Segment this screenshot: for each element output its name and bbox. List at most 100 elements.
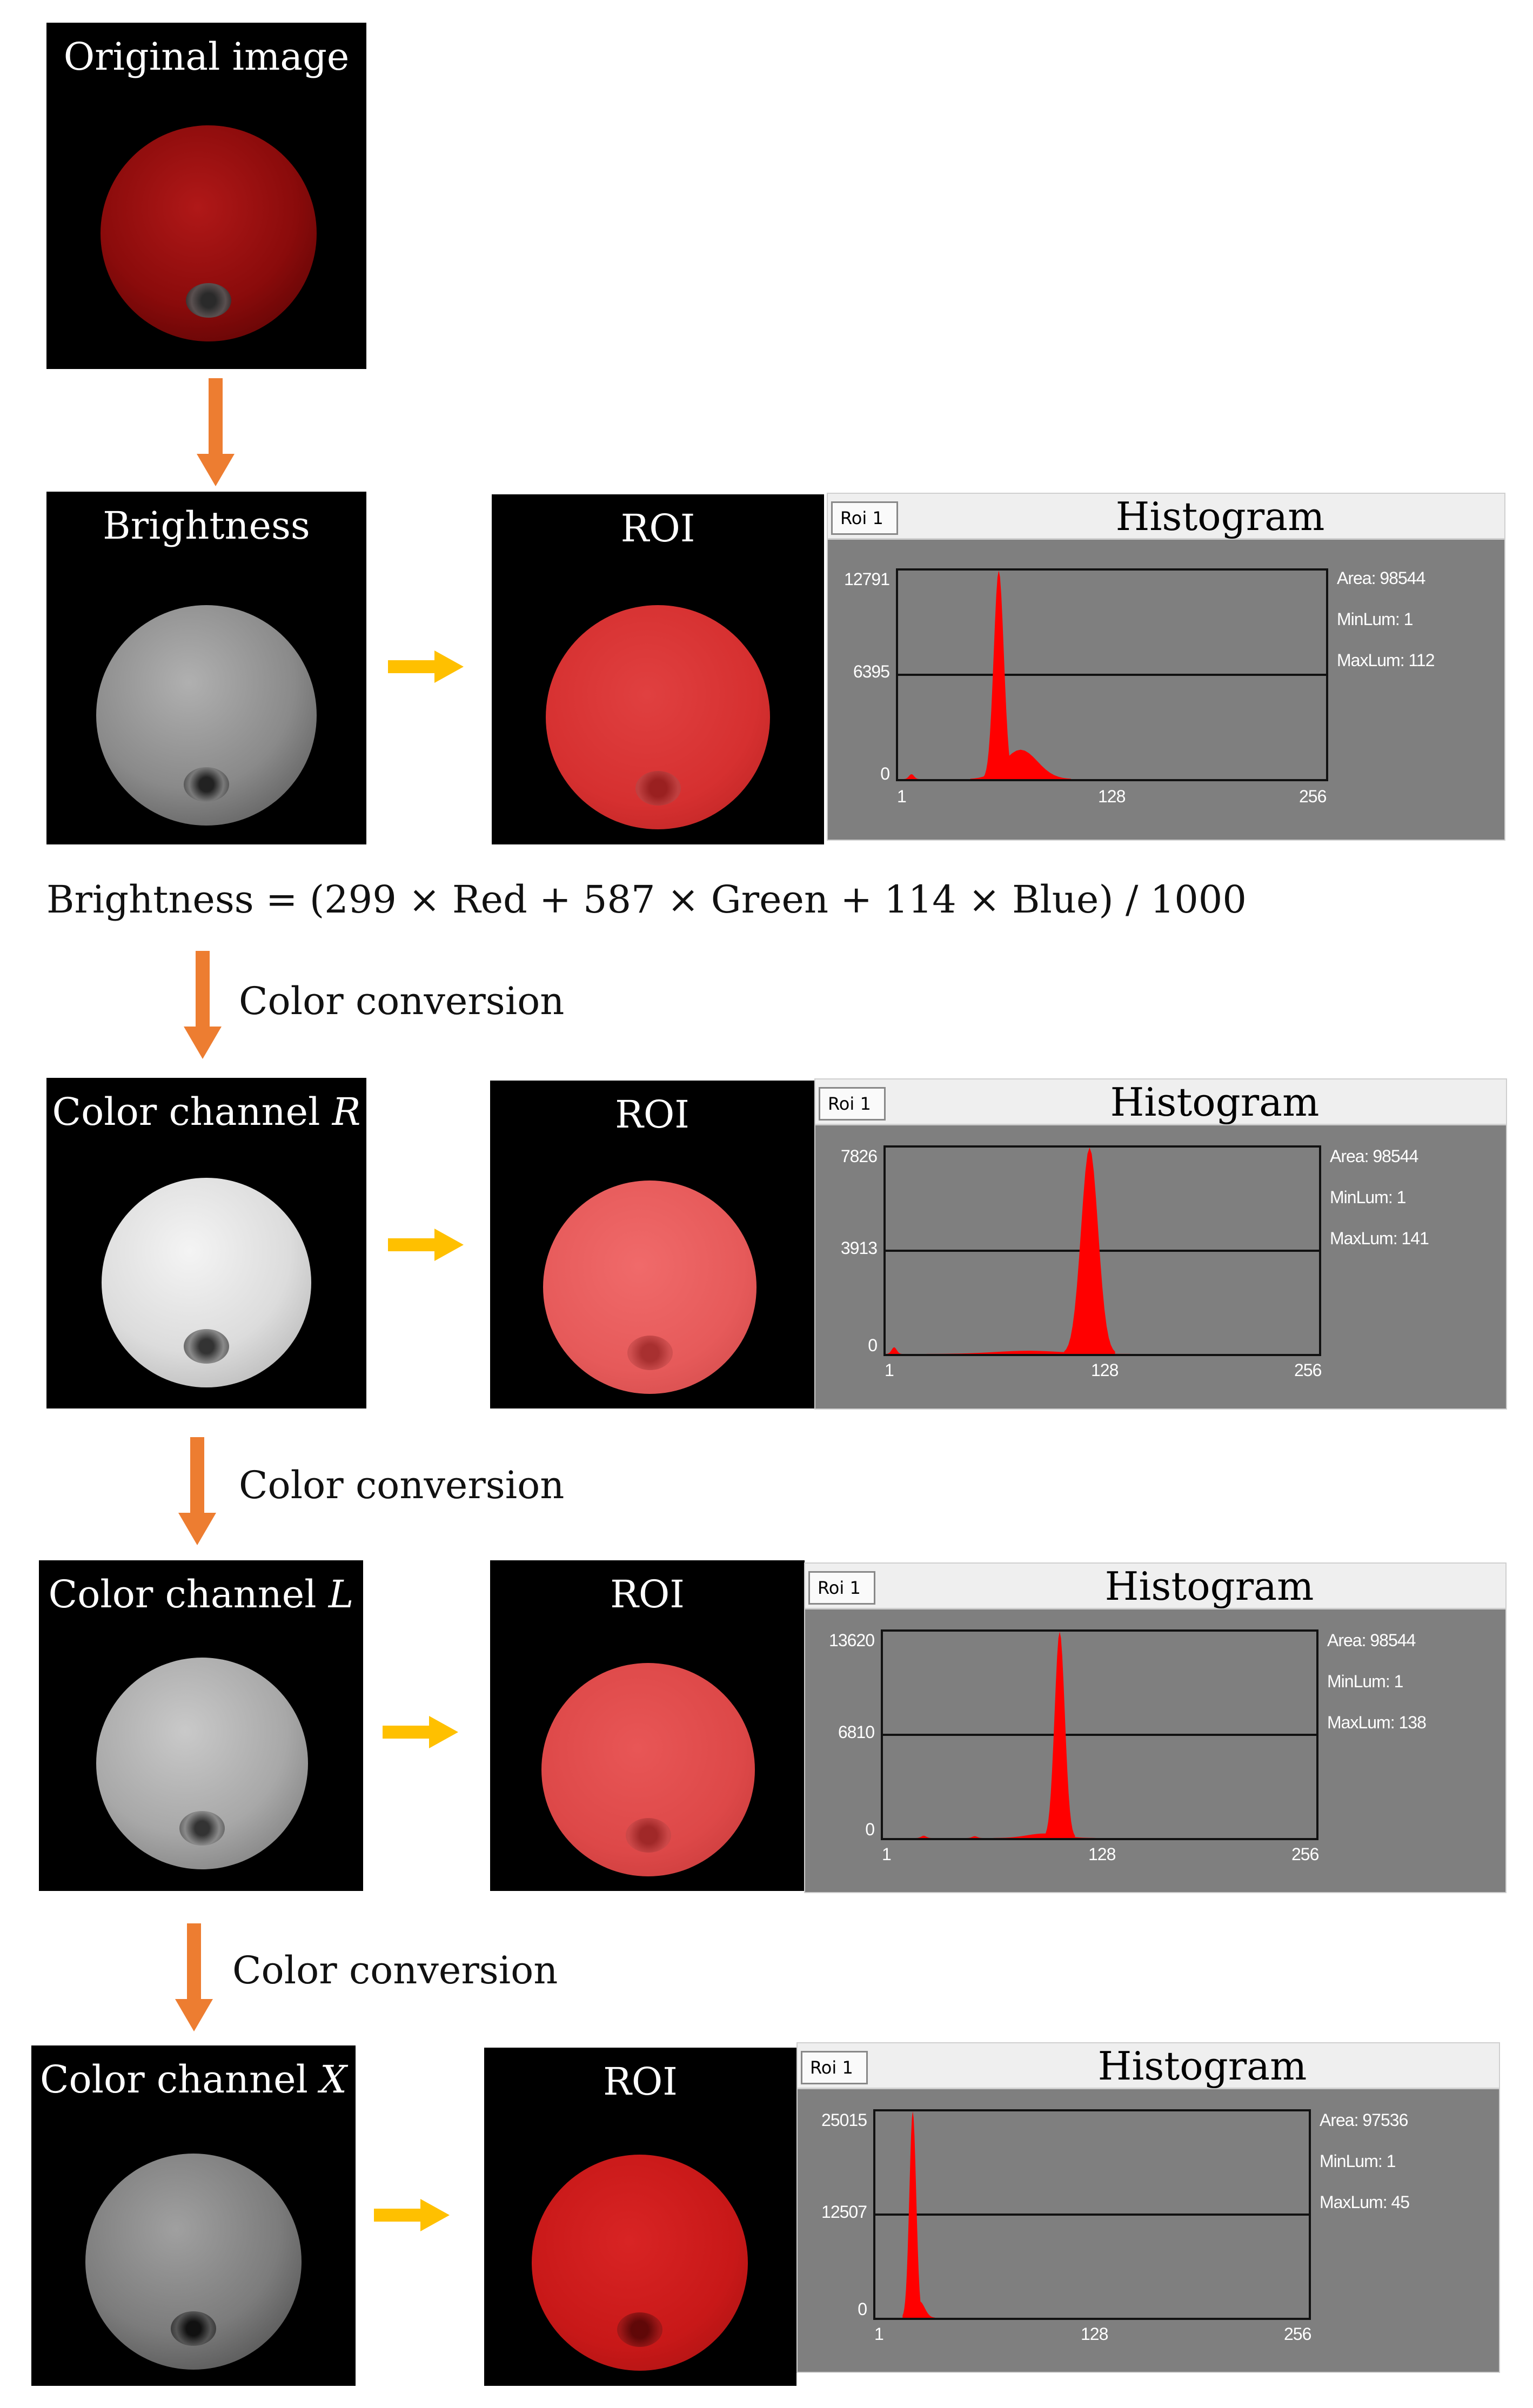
x-tick-1: 1 — [897, 787, 907, 806]
down-arrow — [175, 1923, 213, 2031]
x-tick-1: 1 — [885, 1360, 894, 1380]
y-tick-zero: 0 — [858, 2299, 867, 2319]
histogram-plot — [881, 1629, 1318, 1840]
roi-panel: ROI — [492, 494, 824, 844]
down-arrow — [184, 951, 222, 1059]
histogram-peak — [904, 2301, 935, 2318]
y-tick-max: 7826 — [840, 1146, 878, 1166]
roi-panel: ROI — [490, 1560, 805, 1891]
maxlum-readout: MaxLum: 45 — [1320, 2192, 1410, 2212]
channel-panel-l: Color channel L — [39, 1560, 363, 1891]
y-tick-zero: 0 — [865, 1820, 875, 1839]
area-readout: Area: 97536 — [1320, 2110, 1408, 2130]
x-tick-1: 1 — [874, 2324, 884, 2344]
x-tick-256: 256 — [1299, 787, 1327, 806]
berry-grayscale-image — [96, 605, 317, 826]
histogram-peak — [886, 1347, 902, 1354]
minlum-readout: MinLum: 1 — [1330, 1188, 1406, 1207]
area-readout: Area: 98544 — [1327, 1631, 1416, 1650]
color-conversion-label: Color conversion — [239, 1463, 565, 1507]
histogram-widget: Roi 1 Histogram 25015 12507 0 1 128 256 … — [796, 2042, 1500, 2373]
maxlum-readout: MaxLum: 112 — [1337, 650, 1435, 670]
right-arrow — [388, 1229, 464, 1261]
down-arrow — [197, 378, 235, 486]
channel-panel-r: Color channel R — [46, 1078, 366, 1408]
berry-channel-r-image — [102, 1178, 311, 1387]
histogram-plot — [896, 568, 1328, 781]
maxlum-readout: MaxLum: 141 — [1330, 1229, 1429, 1248]
histogram-peak — [903, 774, 919, 779]
roi-mask-image — [546, 605, 770, 829]
histogram-peak — [902, 2111, 923, 2318]
roi-panel: ROI — [484, 2048, 796, 2386]
berry-channel-l-image — [96, 1658, 308, 1869]
roi-tab[interactable]: Roi 1 — [819, 1087, 886, 1121]
histogram-peak — [1064, 1148, 1115, 1354]
right-arrow — [374, 2199, 450, 2231]
roi-label: ROI — [603, 2060, 678, 2104]
roi-tab[interactable]: Roi 1 — [831, 501, 898, 535]
roi-mask-image — [532, 2155, 748, 2371]
histogram-peak — [993, 1833, 1096, 1838]
x-tick-128: 128 — [1098, 787, 1126, 806]
right-arrow — [383, 1716, 458, 1748]
histogram-title: Histogram — [1104, 1564, 1314, 1609]
x-tick-256: 256 — [1284, 2324, 1311, 2344]
brightness-formula: Brightness = (299 × Red + 587 × Green + … — [46, 877, 1247, 922]
histogram-peak — [916, 1835, 932, 1838]
x-tick-128: 128 — [1081, 2324, 1108, 2344]
y-tick-max: 25015 — [821, 2110, 867, 2130]
y-tick-mid: 6810 — [838, 1722, 875, 1742]
histogram-widget: Roi 1 Histogram 7826 3913 0 1 128 256 Ar… — [814, 1078, 1507, 1410]
histogram-peak — [1044, 1632, 1075, 1838]
histogram-peak — [983, 571, 1014, 779]
y-tick-max: 12791 — [844, 569, 890, 589]
y-tick-max: 13620 — [829, 1631, 875, 1650]
area-readout: Area: 98544 — [1337, 568, 1425, 588]
channel-label: Color channel — [48, 1572, 329, 1616]
roi-tab[interactable]: Roi 1 — [808, 1571, 875, 1605]
x-tick-256: 256 — [1294, 1360, 1322, 1380]
histogram-peak — [967, 1836, 982, 1838]
histogram-title: Histogram — [1115, 494, 1325, 539]
histogram-title: Histogram — [1097, 2043, 1307, 2089]
original-image-title: Original image — [63, 35, 350, 79]
roi-mask-image — [543, 1180, 757, 1394]
roi-mask-image — [541, 1663, 755, 1876]
roi-label: ROI — [615, 1092, 689, 1137]
histogram-title: Histogram — [1110, 1079, 1320, 1125]
channel-panel-x: Color channel X — [31, 2045, 356, 2386]
histogram-plot — [883, 1145, 1321, 1356]
y-tick-mid: 12507 — [821, 2202, 867, 2222]
roi-tab[interactable]: Roi 1 — [801, 2051, 868, 2084]
x-tick-256: 256 — [1291, 1844, 1319, 1864]
x-tick-128: 128 — [1091, 1360, 1119, 1380]
histogram-peak — [970, 749, 1071, 779]
maxlum-readout: MaxLum: 138 — [1327, 1713, 1427, 1732]
berry-image — [101, 125, 317, 341]
x-tick-128: 128 — [1088, 1844, 1116, 1864]
channel-label: Brightness — [103, 504, 310, 548]
original-image-panel: Original image — [46, 23, 366, 369]
x-tick-1: 1 — [882, 1844, 892, 1864]
minlum-readout: MinLum: 1 — [1327, 1672, 1403, 1691]
y-tick-zero: 0 — [868, 1336, 878, 1355]
color-conversion-label: Color conversion — [232, 1948, 558, 1993]
histogram-widget: Roi 1 Histogram 13620 6810 0 1 128 256 A… — [804, 1562, 1507, 1893]
minlum-readout: MinLum: 1 — [1337, 609, 1413, 629]
roi-label: ROI — [610, 1572, 685, 1616]
channel-panel-brightness: Brightness — [46, 492, 366, 844]
histogram-widget: Roi 1 Histogram 12791 6395 0 1 128 256 A… — [827, 493, 1505, 841]
y-tick-zero: 0 — [880, 764, 890, 783]
area-readout: Area: 98544 — [1330, 1146, 1418, 1166]
channel-label: Color channel — [39, 2057, 320, 2102]
roi-panel: ROI — [490, 1081, 814, 1408]
minlum-readout: MinLum: 1 — [1320, 2151, 1396, 2171]
roi-label: ROI — [620, 506, 695, 551]
histogram-plot — [873, 2109, 1311, 2320]
right-arrow — [388, 650, 464, 683]
color-conversion-label: Color conversion — [239, 979, 565, 1023]
channel-label: Color channel — [52, 1090, 332, 1134]
berry-channel-x-image — [85, 2154, 302, 2370]
y-tick-mid: 6395 — [853, 662, 890, 681]
